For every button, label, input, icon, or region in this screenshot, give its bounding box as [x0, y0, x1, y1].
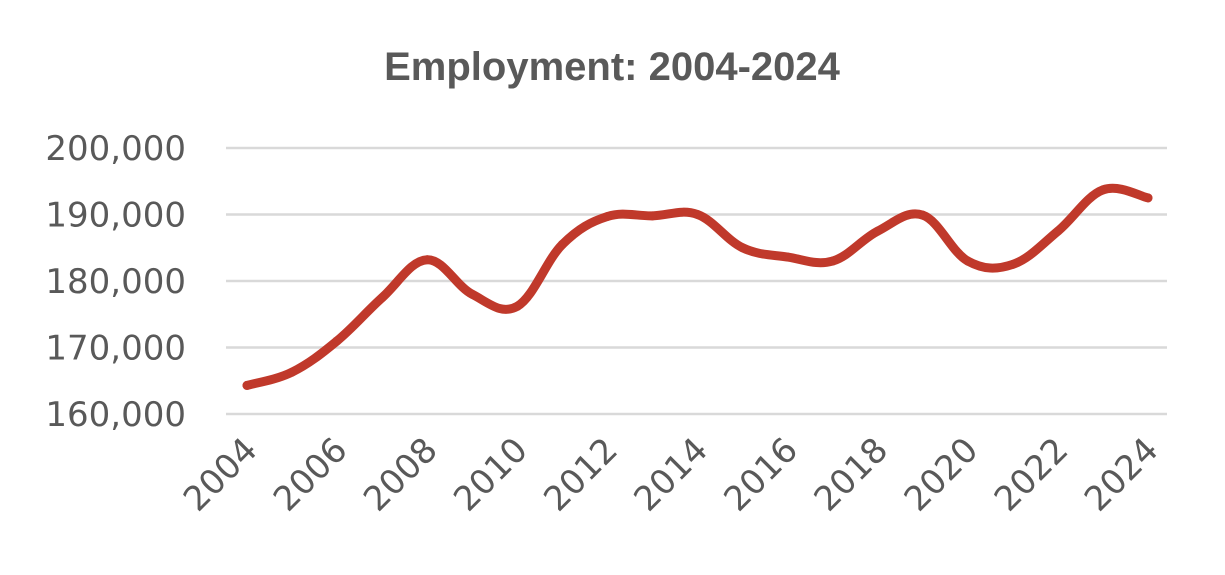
- x-tick-label: 2006: [266, 430, 355, 519]
- data-point: [873, 226, 883, 236]
- data-point: [557, 239, 567, 249]
- data-point: [963, 256, 973, 266]
- data-point: [287, 367, 297, 377]
- data-point: [1053, 226, 1063, 236]
- chart-title: Employment: 2004-2024: [384, 45, 841, 89]
- x-tick-label: 2010: [446, 430, 535, 519]
- y-axis-tick-labels: 200,000 190,000 180,000 170,000 160,000: [45, 129, 186, 435]
- data-point: [1143, 193, 1153, 203]
- x-tick-label: 2020: [897, 430, 986, 519]
- data-point: [647, 211, 657, 221]
- data-point: [918, 210, 928, 220]
- data-point: [693, 210, 702, 219]
- data-point: [377, 293, 387, 303]
- x-tick-label: 2018: [807, 430, 896, 519]
- x-tick-label: 2016: [716, 430, 805, 519]
- data-point: [828, 256, 838, 266]
- data-point: [602, 211, 612, 221]
- y-tick-label: 200,000: [45, 129, 186, 169]
- x-tick-label: 2012: [536, 430, 625, 519]
- y-tick-label: 190,000: [45, 196, 186, 236]
- x-tick-label: 2022: [987, 430, 1076, 519]
- data-point: [467, 289, 477, 299]
- series-layer: [242, 183, 1153, 390]
- y-tick-label: 160,000: [45, 395, 186, 435]
- data-point: [332, 336, 342, 346]
- data-point: [422, 255, 432, 265]
- y-tick-label: 170,000: [45, 329, 186, 369]
- y-tick-label: 180,000: [45, 262, 186, 302]
- data-point: [242, 380, 252, 390]
- x-tick-label: 2008: [356, 430, 445, 519]
- x-axis-tick-labels: 2004 2006 2008 2010 2012 2014 2016 2018 2020 2022…: [176, 430, 1166, 519]
- data-point: [783, 252, 793, 262]
- x-tick-label: 2024: [1077, 430, 1166, 519]
- data-point: [512, 301, 522, 311]
- data-point: [1008, 259, 1018, 269]
- gridlines: [226, 146, 1167, 416]
- x-tick-label: 2014: [626, 430, 715, 519]
- x-tick-label: 2004: [176, 430, 265, 519]
- data-point: [1098, 185, 1108, 195]
- data-point: [738, 243, 748, 253]
